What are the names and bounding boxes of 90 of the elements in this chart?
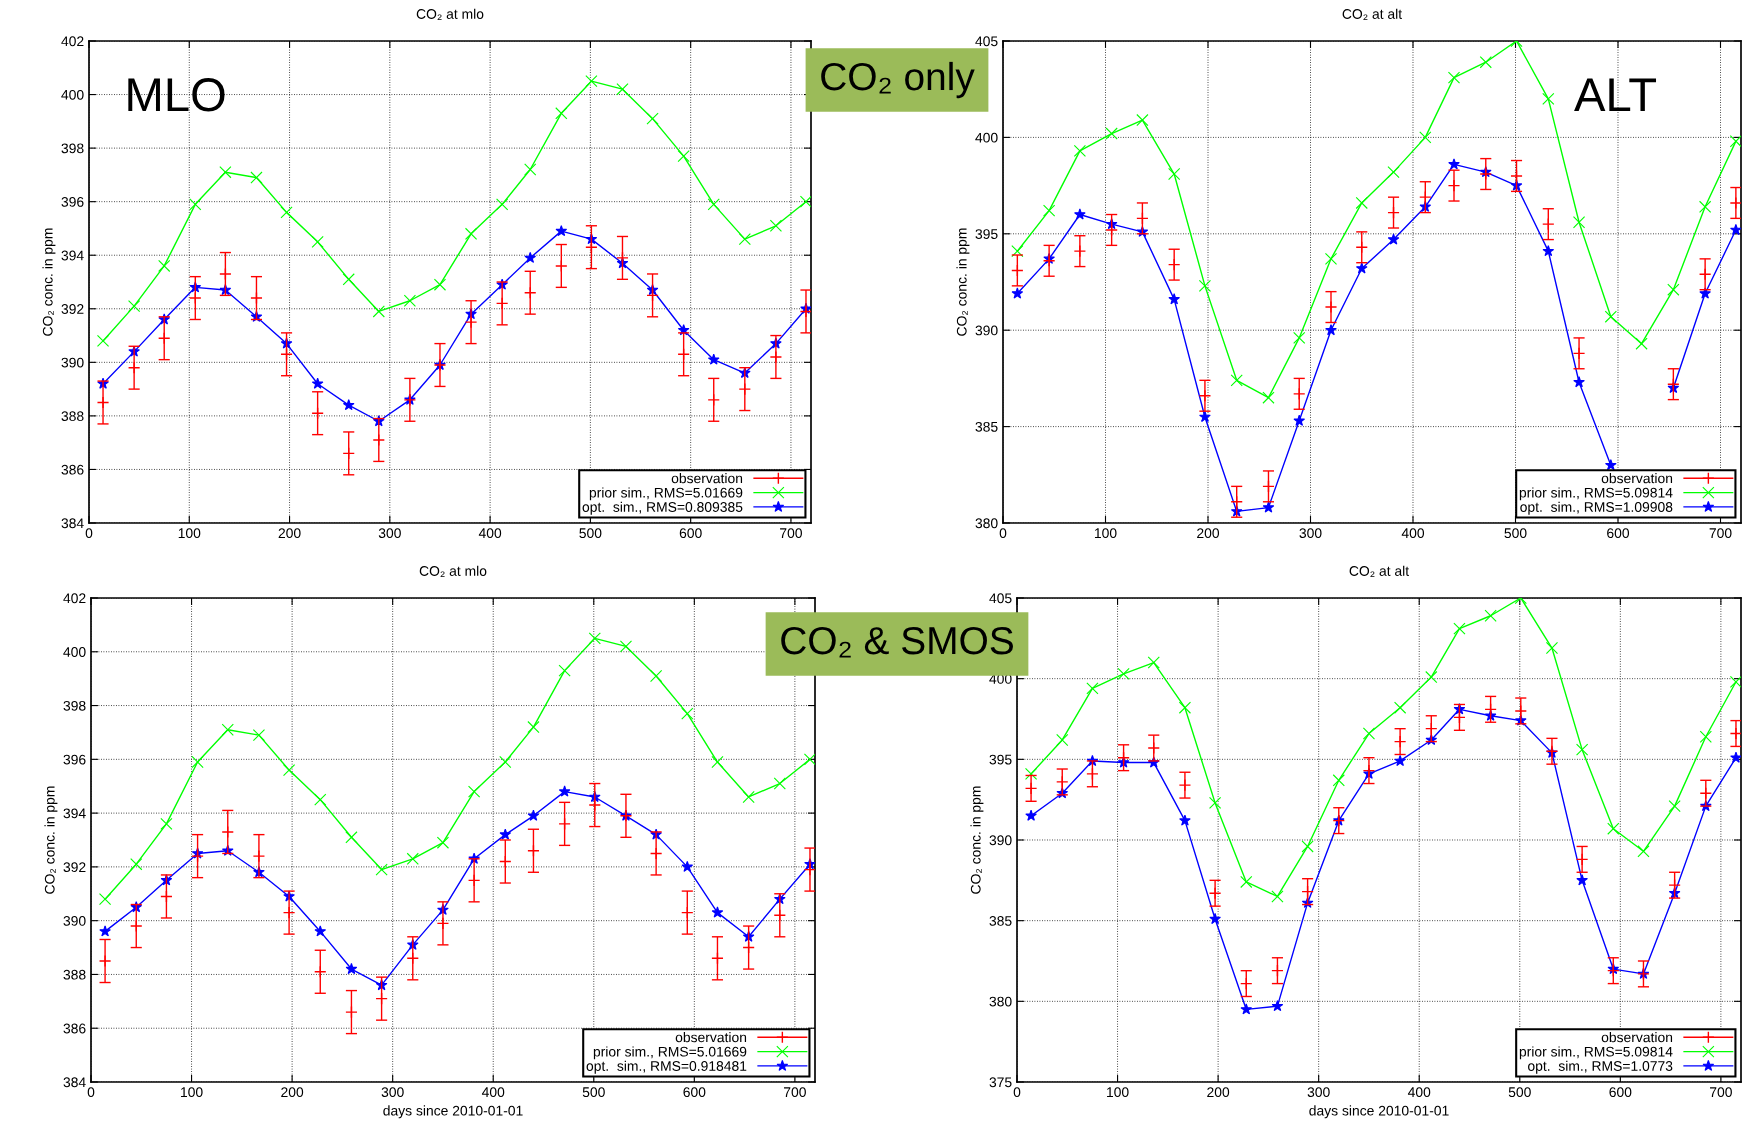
y-tick-label: 390 bbox=[61, 357, 84, 368]
legend-label: opt. sim., RMS=1.09908 bbox=[1520, 501, 1673, 515]
y-axis-title: CO₂ conc. in ppm bbox=[44, 786, 58, 894]
y-axis-title: CO₂ conc. in ppm bbox=[956, 228, 970, 336]
y-tick-label: 394 bbox=[61, 250, 84, 261]
y-tick-label: 405 bbox=[989, 593, 1012, 604]
x-tick-label: 400 bbox=[478, 528, 502, 539]
x-tick-label: 200 bbox=[1197, 528, 1220, 539]
x-tick-label: 0 bbox=[1013, 1087, 1021, 1098]
y-tick-label: 405 bbox=[975, 36, 998, 47]
x-tick-label: 300 bbox=[1299, 528, 1322, 539]
legend-label: prior sim., RMS=5.09814 bbox=[1519, 1046, 1673, 1060]
legend-label: prior sim., RMS=5.01669 bbox=[593, 1046, 747, 1060]
x-tick-label: 600 bbox=[683, 1087, 706, 1098]
y-tick-label: 396 bbox=[61, 197, 84, 207]
y-tick-label: 400 bbox=[63, 647, 86, 657]
x-tick-label: 0 bbox=[999, 528, 1007, 539]
x-tick-label: 600 bbox=[1609, 1087, 1632, 1098]
y-tick-label: 396 bbox=[63, 754, 86, 765]
y-tick-label: 392 bbox=[61, 304, 84, 314]
legend-label: prior sim., RMS=5.09814 bbox=[1519, 487, 1673, 501]
x-tick-label: 700 bbox=[780, 528, 802, 539]
legend-label: prior sim., RMS=5.01669 bbox=[589, 487, 743, 501]
legend-label: opt. sim., RMS=0.918481 bbox=[586, 1060, 747, 1074]
x-tick-label: 300 bbox=[1307, 1087, 1330, 1098]
x-tick-label: 500 bbox=[579, 528, 602, 539]
x-tick-label: 200 bbox=[278, 528, 301, 539]
y-tick-label: 402 bbox=[61, 36, 84, 47]
y-tick-label: 400 bbox=[975, 132, 998, 143]
legend-label: observation bbox=[1601, 473, 1673, 484]
x-tick-label: 600 bbox=[679, 528, 702, 539]
chart-title: CO₂ at mlo bbox=[416, 8, 484, 20]
x-tick-label: 700 bbox=[1709, 528, 1732, 539]
x-tick-label: 700 bbox=[784, 1087, 806, 1098]
text: CO₂ only bbox=[821, 61, 975, 99]
chart-title: CO₂ at mlo bbox=[419, 565, 487, 577]
x-tick-label: 300 bbox=[381, 1087, 404, 1098]
y-tick-label: 380 bbox=[989, 996, 1012, 1007]
x-tick-label: 400 bbox=[1401, 528, 1425, 539]
legend-label: opt. sim., RMS=1.0773 bbox=[1528, 1060, 1673, 1074]
x-tick-label: 500 bbox=[1508, 1087, 1531, 1098]
y-tick-label: 384 bbox=[61, 518, 84, 529]
x-tick-label: 400 bbox=[481, 1087, 505, 1098]
y-tick-label: 392 bbox=[63, 862, 86, 873]
y-tick-label: 388 bbox=[63, 969, 86, 980]
y-tick-label: 385 bbox=[975, 421, 998, 432]
y-tick-label: 375 bbox=[989, 1077, 1012, 1088]
legend-label: observation bbox=[675, 1032, 747, 1043]
x-tick-label: 0 bbox=[87, 1087, 95, 1098]
y-tick-label: 398 bbox=[61, 143, 84, 154]
x-tick-label: 100 bbox=[178, 528, 201, 539]
x-tick-label: 700 bbox=[1710, 1087, 1732, 1098]
y-tick-label: 390 bbox=[63, 916, 86, 926]
y-tick-label: 386 bbox=[61, 464, 84, 475]
x-tick-label: 100 bbox=[1107, 1087, 1129, 1098]
x-tick-label: 400 bbox=[1407, 1087, 1431, 1098]
x-tick-label: 200 bbox=[281, 1087, 304, 1098]
annotation: CO₂ & SMOS bbox=[781, 626, 1013, 658]
x-tick-label: 500 bbox=[582, 1087, 605, 1098]
y-tick-label: 386 bbox=[63, 1023, 86, 1034]
x-axis-title: days since 2010-01-01 bbox=[383, 1105, 523, 1119]
chart-title: CO₂ at alt bbox=[1342, 8, 1402, 20]
y-tick-label: 384 bbox=[63, 1077, 86, 1088]
x-tick-label: 600 bbox=[1607, 528, 1630, 539]
y-axis-title: CO₂ conc. in ppm bbox=[970, 786, 984, 894]
y-tick-label: 385 bbox=[989, 916, 1012, 926]
x-tick-label: 0 bbox=[85, 528, 93, 539]
legend-label: observation bbox=[671, 473, 743, 484]
y-tick-label: 390 bbox=[975, 325, 998, 336]
x-tick-label: 300 bbox=[378, 528, 401, 539]
y-axis-title: CO₂ conc. in ppm bbox=[42, 228, 56, 336]
y-tick-label: 395 bbox=[975, 229, 998, 239]
y-tick-label: 400 bbox=[61, 89, 84, 100]
y-tick-label: 402 bbox=[63, 593, 86, 604]
x-tick-label: 200 bbox=[1207, 1087, 1230, 1098]
annotation: ALT bbox=[1574, 78, 1657, 112]
y-tick-label: 395 bbox=[989, 754, 1012, 765]
y-tick-label: 388 bbox=[61, 411, 84, 422]
chart-title: CO₂ at alt bbox=[1349, 565, 1409, 577]
y-tick-label: 390 bbox=[989, 835, 1012, 846]
annotation: MLO bbox=[128, 78, 225, 112]
legend-label: observation bbox=[1601, 1032, 1673, 1043]
x-axis-title: days since 2010-01-01 bbox=[1309, 1105, 1449, 1119]
x-tick-label: 100 bbox=[181, 1087, 203, 1098]
y-tick-label: 394 bbox=[63, 808, 86, 819]
legend-label: opt. sim., RMS=0.809385 bbox=[582, 501, 743, 515]
x-tick-label: 100 bbox=[1094, 528, 1117, 539]
x-tick-label: 500 bbox=[1504, 528, 1527, 539]
y-tick-label: 380 bbox=[975, 518, 998, 529]
y-tick-label: 398 bbox=[63, 700, 86, 711]
